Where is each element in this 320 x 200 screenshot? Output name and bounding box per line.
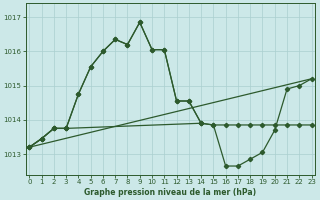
X-axis label: Graphe pression niveau de la mer (hPa): Graphe pression niveau de la mer (hPa) (84, 188, 257, 197)
